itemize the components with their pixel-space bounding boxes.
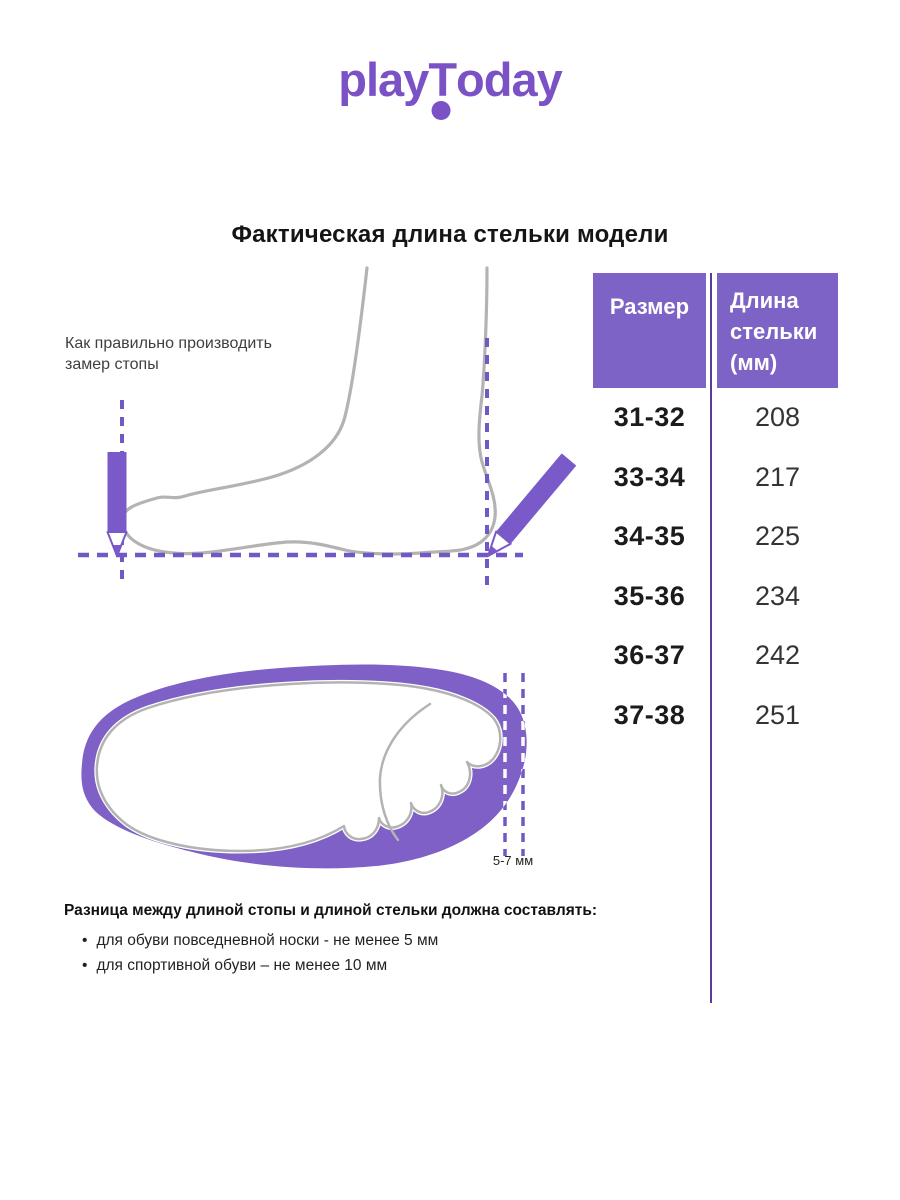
size-cell: 33-34 (613, 461, 686, 492)
size-cell: 34-35 (613, 521, 686, 552)
length-cell: 208 (754, 402, 801, 433)
size-table-header: Размер Длина стельки (мм) (593, 273, 838, 388)
size-cell: 35-36 (613, 580, 686, 611)
ball-crease-line (378, 702, 432, 842)
size-cell: 31-32 (613, 402, 686, 433)
gap-size-label: 5-7 мм (492, 853, 534, 868)
footnote-item-text: для спортивной обуви – не менее 10 мм (96, 957, 388, 974)
footnote-item: • для спортивной обуви – не менее 10 мм (64, 953, 664, 978)
footnote-item-text: для обуви повседневной носки - не менее … (96, 932, 439, 949)
side-view-foot-diagram (78, 266, 577, 585)
logo-letter-t: T (428, 52, 457, 120)
table-row: 37-38 251 (593, 686, 838, 746)
pencil-icon (106, 452, 128, 557)
gap-dashed-lines (503, 673, 525, 856)
brand-logo: playT oday (0, 52, 900, 120)
logo-dot-icon (431, 101, 451, 120)
length-column-header: Длина стельки (мм) (717, 273, 838, 388)
table-column-divider (710, 273, 712, 1003)
table-row: 36-37 242 (593, 626, 838, 686)
measurement-note: Как правильно производить замер стопы (65, 335, 272, 373)
page-title: Фактическая длина стельки модели (231, 221, 669, 248)
length-cell: 217 (754, 461, 801, 492)
length-cell: 234 (754, 580, 801, 611)
size-cell: 37-38 (613, 699, 686, 730)
footnote-title: Разница между длиной стопы и длиной стел… (64, 902, 598, 919)
footnote-item: • для обуви повседневной носки - не мене… (64, 928, 664, 953)
size-table: 31-32 208 33-34 217 34-35 225 35-36 234 … (593, 388, 838, 745)
size-column-header: Размер (593, 273, 706, 388)
footprint-insole-diagram (81, 664, 527, 869)
table-row: 31-32 208 (593, 388, 838, 448)
size-cell: 36-37 (613, 640, 686, 671)
foot-sole-shape (94, 679, 503, 854)
bullet-icon: • (82, 932, 88, 949)
bullet-icon: • (82, 957, 88, 974)
footnote-block: Разница между длиной стопы и длиной стел… (64, 902, 664, 978)
foot-outline (120, 266, 497, 556)
logo-text-left: play (338, 53, 429, 106)
pencil-icon (487, 453, 577, 557)
logo-text-right: oday (456, 53, 563, 106)
length-cell: 225 (754, 521, 801, 552)
table-row: 34-35 225 (593, 507, 838, 567)
table-row: 33-34 217 (593, 448, 838, 508)
length-cell: 251 (754, 699, 801, 730)
length-cell: 242 (754, 640, 801, 671)
table-row: 35-36 234 (593, 567, 838, 627)
